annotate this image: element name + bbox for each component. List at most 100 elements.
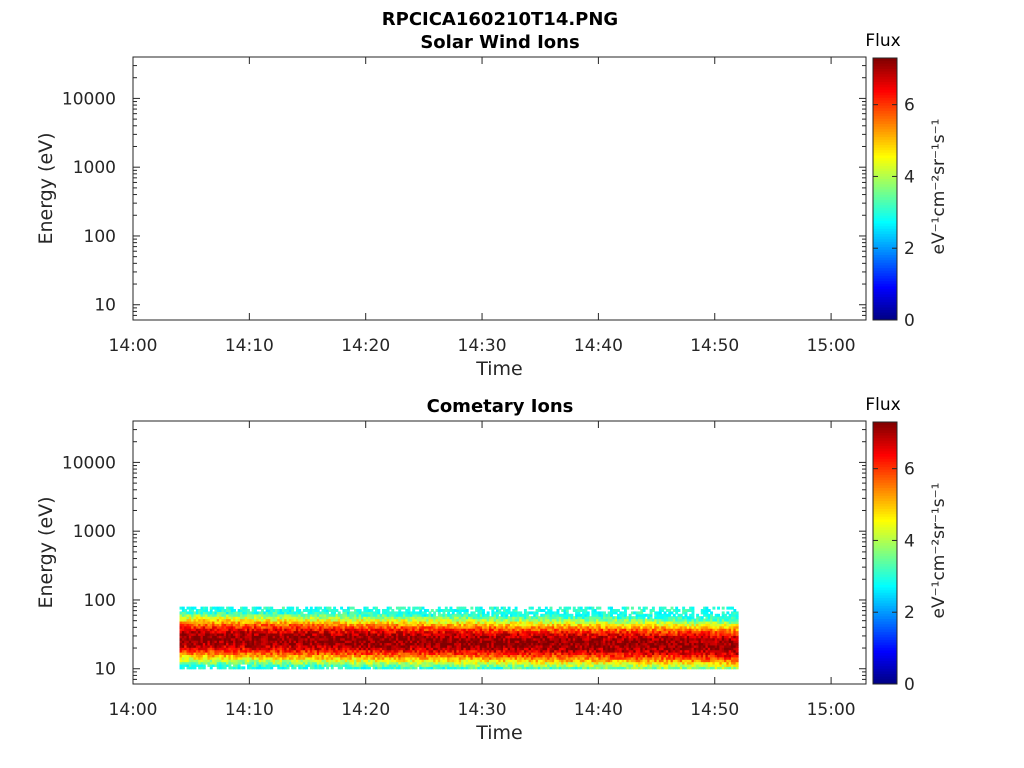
spectrogram-cell	[621, 663, 625, 667]
spectrogram-cell	[288, 647, 292, 651]
spectrogram-cell	[260, 628, 264, 632]
spectrogram-cell	[181, 623, 185, 627]
spectrogram-cell	[437, 642, 441, 646]
spectrogram-cell	[402, 625, 406, 629]
spectrogram-cell	[528, 642, 532, 646]
spectrogram-cell	[428, 663, 432, 667]
spectrogram-cell	[577, 632, 581, 636]
spectrogram-cell	[207, 623, 211, 627]
spectrogram-cell	[421, 611, 425, 615]
spectrogram-cell	[398, 632, 402, 636]
spectrogram-cell	[491, 625, 495, 629]
spectrogram-cell	[619, 642, 623, 646]
spectrogram-cell	[300, 640, 304, 644]
spectrogram-cell	[493, 628, 497, 632]
spectrogram-cell	[570, 628, 574, 632]
spectrogram-cell	[458, 663, 462, 667]
spectrogram-cell	[428, 654, 432, 658]
spectrogram-cell	[181, 666, 185, 670]
spectrogram-cell	[281, 630, 285, 634]
spectrogram-cell	[242, 656, 246, 660]
spectrogram-cell	[205, 637, 209, 641]
spectrogram-cell	[307, 632, 311, 636]
spectrogram-cell	[584, 640, 588, 644]
spectrogram-cell	[614, 609, 618, 613]
spectrogram-cell	[358, 644, 362, 648]
spectrogram-cell	[205, 642, 209, 646]
spectrogram-cell	[493, 616, 497, 620]
spectrogram-cell	[465, 661, 469, 665]
spectrogram-cell	[565, 661, 569, 665]
spectrogram-cell	[484, 632, 488, 636]
spectrogram-cell	[547, 609, 551, 613]
spectrogram-cell	[505, 659, 509, 663]
spectrogram-cell	[212, 613, 216, 617]
spectrogram-cell	[263, 606, 267, 610]
spectrogram-cell	[489, 635, 492, 639]
spectrogram-cell	[496, 618, 499, 622]
spectrogram-cell	[286, 618, 290, 622]
spectrogram-cell	[537, 640, 541, 644]
spectrogram-cell	[421, 637, 425, 641]
spectrogram-cell	[240, 630, 243, 634]
spectrogram-cell	[582, 609, 586, 613]
spectrogram-cell	[207, 640, 211, 644]
spectrogram-cell	[209, 654, 213, 658]
spectrogram-cell	[291, 642, 295, 646]
spectrogram-cell	[381, 640, 385, 644]
spectrogram-cell	[456, 644, 460, 648]
spectrogram-cell	[547, 616, 551, 620]
spectrogram-cell	[589, 630, 593, 634]
spectrogram-cell	[193, 625, 197, 629]
spectrogram-cell	[572, 628, 576, 632]
spectrogram-cell	[349, 649, 353, 653]
spectrogram-cell	[482, 656, 485, 660]
spectrogram-cell	[381, 666, 385, 670]
colorbar-segment	[873, 244, 897, 248]
spectrogram-cell	[591, 606, 595, 610]
spectrogram-cell	[502, 652, 506, 656]
spectrogram-cell	[326, 647, 330, 651]
spectrogram-cell	[463, 642, 467, 646]
spectrogram-cell	[456, 628, 460, 632]
spectrogram-cell	[388, 652, 392, 656]
spectrogram-cell	[186, 635, 190, 639]
spectrogram-cell	[435, 666, 439, 670]
spectrogram-cell	[379, 623, 383, 627]
spectrogram-cell	[575, 625, 579, 629]
spectrogram-cell	[191, 661, 195, 665]
spectrogram-cell	[468, 642, 472, 646]
spectrogram-cell	[500, 654, 504, 658]
spectrogram-cell	[500, 659, 504, 663]
spectrogram-cell	[516, 656, 520, 660]
spectrogram-cell	[477, 649, 481, 653]
spectrogram-cell	[368, 642, 371, 646]
colorbar-segment	[873, 175, 897, 180]
spectrogram-cell	[295, 635, 299, 639]
spectrogram-cell	[591, 616, 595, 620]
colorbar-segment	[873, 202, 897, 206]
spectrogram-cell	[544, 632, 548, 636]
spectrogram-cell	[437, 609, 441, 613]
spectrogram-cell	[551, 663, 555, 667]
colorbar-segment	[873, 115, 897, 119]
spectrogram-cell	[565, 611, 569, 615]
spectrogram-cell	[270, 649, 274, 653]
spectrogram-cell	[544, 611, 548, 615]
spectrogram-cell	[617, 618, 620, 622]
spectrogram-cell	[288, 632, 292, 636]
spectrogram-cell	[272, 640, 276, 644]
spectrogram-cell	[265, 606, 269, 610]
spectrogram-cell	[368, 661, 371, 665]
spectrogram-cell	[577, 663, 581, 667]
spectrogram-cell	[554, 666, 558, 670]
spectrogram-cell	[493, 652, 497, 656]
spectrogram-cell	[191, 647, 195, 651]
spectrogram-cell	[274, 628, 278, 632]
spectrogram-cell	[568, 654, 572, 658]
spectrogram-cell	[340, 625, 344, 629]
spectrogram-cell	[444, 630, 448, 634]
spectrogram-cell	[258, 630, 262, 634]
spectrogram-cell	[258, 632, 262, 636]
spectrogram-cell	[293, 628, 297, 632]
